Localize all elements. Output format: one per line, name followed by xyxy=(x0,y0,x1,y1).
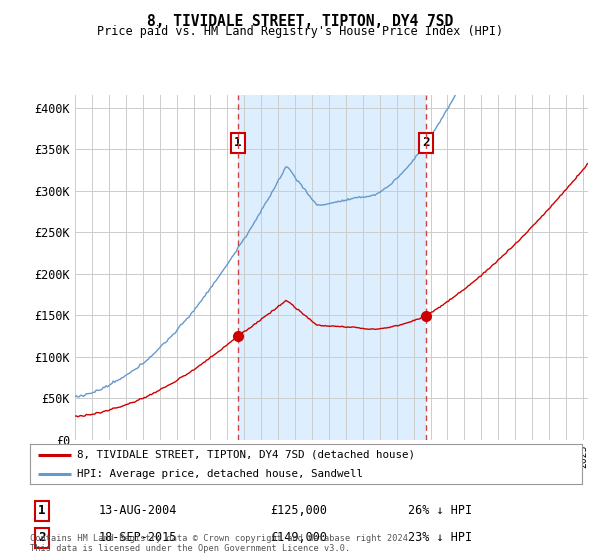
Text: 8, TIVIDALE STREET, TIPTON, DY4 7SD (detached house): 8, TIVIDALE STREET, TIPTON, DY4 7SD (det… xyxy=(77,450,415,460)
Text: 2: 2 xyxy=(422,136,430,149)
Text: £149,000: £149,000 xyxy=(270,531,327,544)
Text: 18-SEP-2015: 18-SEP-2015 xyxy=(99,531,178,544)
Text: HPI: Average price, detached house, Sandwell: HPI: Average price, detached house, Sand… xyxy=(77,469,363,479)
Text: £125,000: £125,000 xyxy=(270,504,327,517)
Text: 1: 1 xyxy=(38,504,46,517)
Bar xyxy=(238,95,426,440)
Text: Price paid vs. HM Land Registry's House Price Index (HPI): Price paid vs. HM Land Registry's House … xyxy=(97,25,503,38)
Text: 2: 2 xyxy=(38,531,46,544)
Text: 1: 1 xyxy=(234,136,242,149)
Text: Contains HM Land Registry data © Crown copyright and database right 2024.
This d: Contains HM Land Registry data © Crown c… xyxy=(30,534,413,553)
Text: 26% ↓ HPI: 26% ↓ HPI xyxy=(408,504,472,517)
Text: 23% ↓ HPI: 23% ↓ HPI xyxy=(408,531,472,544)
Text: 13-AUG-2004: 13-AUG-2004 xyxy=(99,504,178,517)
Text: 8, TIVIDALE STREET, TIPTON, DY4 7SD: 8, TIVIDALE STREET, TIPTON, DY4 7SD xyxy=(147,14,453,29)
